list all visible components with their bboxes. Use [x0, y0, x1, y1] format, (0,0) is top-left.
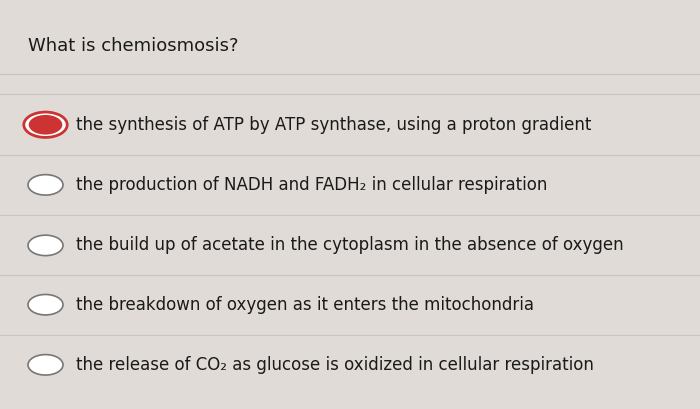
Text: the breakdown of oxygen as it enters the mitochondria: the breakdown of oxygen as it enters the…	[76, 296, 533, 314]
Circle shape	[28, 355, 63, 375]
Circle shape	[28, 175, 63, 195]
Circle shape	[29, 115, 62, 135]
Text: the release of CO₂ as glucose is oxidized in cellular respiration: the release of CO₂ as glucose is oxidize…	[76, 356, 594, 374]
Text: the build up of acetate in the cytoplasm in the absence of oxygen: the build up of acetate in the cytoplasm…	[76, 236, 623, 254]
Circle shape	[24, 112, 67, 137]
Circle shape	[28, 294, 63, 315]
Text: the synthesis of ATP by ATP synthase, using a proton gradient: the synthesis of ATP by ATP synthase, us…	[76, 116, 591, 134]
Circle shape	[28, 235, 63, 256]
Text: the production of NADH and FADH₂ in cellular respiration: the production of NADH and FADH₂ in cell…	[76, 176, 547, 194]
Text: What is chemiosmosis?: What is chemiosmosis?	[28, 37, 239, 55]
